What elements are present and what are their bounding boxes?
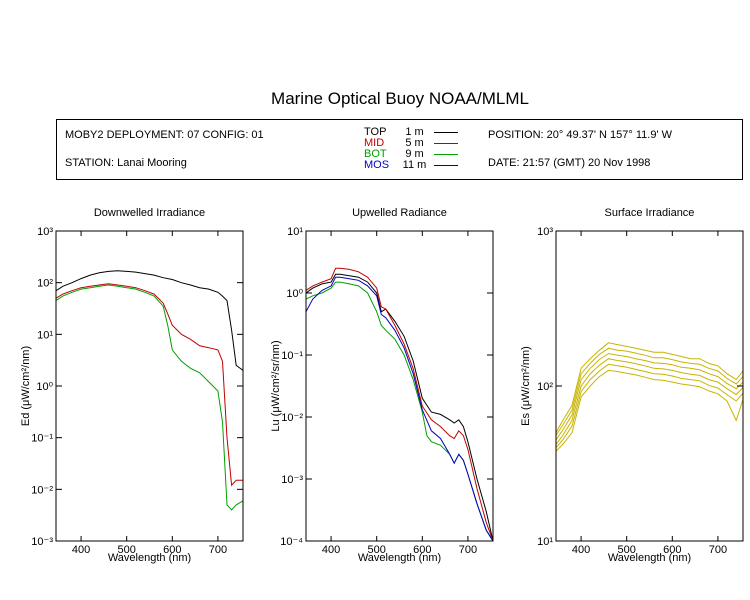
x-tick-label: 600 [413, 544, 431, 556]
legend-swatch [434, 165, 458, 166]
y-tick-label: 10⁻¹ [31, 433, 53, 445]
x-axis-label: Wavelength (nm) [358, 552, 441, 564]
series-line-top [306, 273, 493, 541]
legend-name: BOT [364, 148, 387, 160]
y-tick-label: 10⁻² [281, 412, 303, 424]
y-tick-label: 10³ [37, 226, 53, 238]
series-line-es-2 [556, 347, 743, 436]
x-tick-label: 700 [209, 544, 227, 556]
deployment-text: MOBY2 DEPLOYMENT: 07 CONFIG: 01 [65, 129, 264, 141]
y-tick-label: 10⁻⁴ [280, 536, 303, 548]
series-line-bot [306, 281, 493, 541]
chart-title: Upwelled Radiance [352, 207, 447, 219]
series-line-es-1 [556, 342, 743, 433]
x-axis-label: Wavelength (nm) [608, 552, 691, 564]
station-text: STATION: Lanai Mooring [65, 157, 187, 169]
series-line-mid [56, 283, 243, 487]
y-axis-label: Lu (μW/cm²/sr/nm) [270, 340, 282, 431]
legend-name: MID [364, 137, 385, 149]
x-tick-label: 500 [368, 544, 386, 556]
info-box: MOBY2 DEPLOYMENT: 07 CONFIG: 01 STATION:… [56, 119, 743, 180]
x-axis-label: Wavelength (nm) [108, 552, 191, 564]
chart-panel-3: 400 500 600 700 10¹ 10² 10³ Surface Irradiance W… [520, 207, 744, 564]
legend-depth: 11 m [402, 159, 427, 171]
chart-panel-2: 400 500 600 700 10⁻⁴ 10⁻³ 10⁻² 10⁻¹ 10⁰ 10¹ Upwell… [270, 207, 494, 564]
chart-title: Surface Irradiance [605, 207, 695, 219]
plot-frame [305, 230, 494, 542]
chart-title: Downwelled Irradiance [94, 207, 205, 219]
y-tick-label: 10² [537, 381, 553, 393]
y-tick-label: 10⁰ [36, 381, 53, 393]
series-line-es-6 [556, 369, 743, 452]
y-tick-label: 10⁻³ [31, 536, 53, 548]
page-title: Marine Optical Buoy NOAA/MLML [271, 89, 529, 108]
x-tick-label: 400 [322, 544, 340, 556]
y-tick-label: 10² [37, 278, 53, 290]
legend-name: MOS [364, 159, 390, 171]
y-tick-label: 10¹ [287, 226, 303, 238]
date-text: DATE: 21:57 (GMT) 20 Nov 1998 [488, 157, 651, 169]
legend-swatch [434, 143, 458, 144]
series-line-mid [306, 267, 493, 541]
plot-frame [555, 230, 744, 542]
chart-panel-1: 400 500 600 700 10⁻³ 10⁻² 10⁻¹ 10⁰ 10¹ 10² 10³ Down… [20, 207, 244, 564]
x-tick-label: 600 [663, 544, 681, 556]
x-tick-label: 500 [618, 544, 636, 556]
legend-depth: 1 m [405, 126, 424, 138]
y-tick-label: 10¹ [537, 536, 553, 548]
series-line-es-3 [556, 352, 743, 441]
y-tick-label: 10³ [537, 226, 553, 238]
x-tick-label: 600 [163, 544, 181, 556]
series-line-bot [56, 284, 243, 511]
legend-entry-mid: MID 5 m [364, 138, 464, 149]
y-tick-label: 10⁻³ [281, 474, 303, 486]
x-tick-label: 700 [709, 544, 727, 556]
legend-swatch [434, 132, 458, 133]
legend-depth: 9 m [405, 148, 424, 160]
x-tick-label: 500 [118, 544, 136, 556]
legend-entry-bot: BOT 9 m [364, 149, 464, 160]
y-tick-label: 10¹ [37, 329, 53, 341]
y-axis-label: Es (μW/cm²/nm) [520, 346, 532, 426]
legend-name: TOP [364, 126, 387, 138]
y-tick-label: 10⁻¹ [281, 350, 303, 362]
legend-entry-top: TOP 1 m [364, 127, 464, 138]
x-tick-label: 400 [572, 544, 590, 556]
y-axis-label: Ed (μW/cm²/nm) [20, 346, 32, 426]
legend-entry-mos: MOS 11 m [364, 160, 464, 171]
y-tick-label: 10⁻² [31, 484, 53, 496]
x-tick-label: 700 [459, 544, 477, 556]
legend-swatch [434, 154, 458, 155]
position-text: POSITION: 20° 49.37' N 157° 11.9' W [488, 129, 672, 141]
series-line-mos [306, 276, 493, 541]
legend-depth: 5 m [405, 137, 424, 149]
series-line-es-4 [556, 358, 743, 445]
x-tick-label: 400 [72, 544, 90, 556]
y-tick-label: 10⁰ [286, 288, 303, 300]
series-line-top [56, 270, 243, 371]
series-line-es-5 [556, 363, 743, 449]
